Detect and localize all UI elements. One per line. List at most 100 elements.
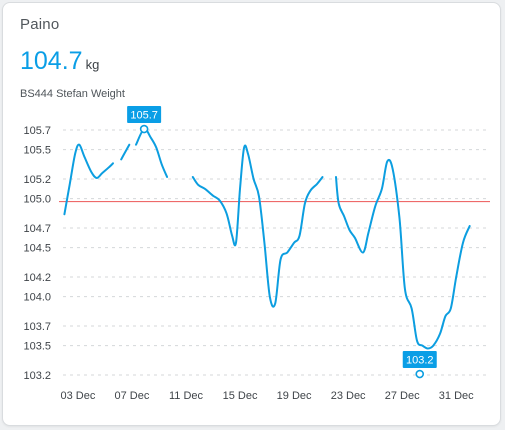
entity-name: BS444 Stefan Weight	[20, 88, 125, 100]
data-point[interactable]	[267, 294, 273, 300]
x-tick-label: 23 Dec	[331, 390, 366, 402]
data-point[interactable]	[467, 223, 473, 229]
y-tick-label: 103.5	[23, 341, 51, 353]
data-point[interactable]	[210, 193, 216, 199]
data-point[interactable]	[76, 142, 82, 148]
min-value-badge	[402, 351, 437, 369]
data-point[interactable]	[307, 188, 313, 194]
series-line-segment	[335, 158, 471, 350]
data-point[interactable]	[133, 142, 139, 148]
data-point[interactable]	[202, 186, 208, 192]
max-point-marker	[139, 124, 149, 134]
x-tick-label: 27 Dec	[385, 390, 420, 402]
data-point[interactable]	[396, 215, 402, 221]
y-tick-label: 104.2	[23, 272, 51, 284]
data-point[interactable]	[425, 346, 431, 352]
data-point[interactable]	[164, 174, 170, 180]
data-point[interactable]	[261, 240, 267, 246]
chart-grid	[63, 129, 490, 376]
current-value[interactable]: 104.7 kg	[20, 47, 99, 76]
data-point[interactable]	[430, 343, 436, 349]
data-point[interactable]	[284, 250, 290, 256]
x-tick-label: 19 Dec	[277, 390, 312, 402]
data-point[interactable]	[419, 343, 425, 349]
data-point[interactable]	[61, 211, 67, 217]
data-point[interactable]	[402, 286, 408, 292]
card-title: Paino	[20, 16, 60, 33]
data-point[interactable]	[442, 313, 448, 319]
x-tick-label: 11 Dec	[169, 390, 204, 402]
data-point[interactable]	[346, 227, 352, 233]
data-point[interactable]	[272, 300, 278, 306]
data-points[interactable]	[61, 126, 472, 352]
data-point[interactable]	[233, 240, 239, 246]
data-point[interactable]	[409, 305, 415, 311]
data-point[interactable]	[72, 151, 78, 157]
data-point[interactable]	[365, 230, 371, 236]
data-point[interactable]	[314, 181, 320, 187]
y-tick-label: 105.7	[23, 125, 51, 137]
data-point[interactable]	[352, 235, 358, 241]
data-point[interactable]	[341, 213, 347, 219]
data-point[interactable]	[453, 274, 459, 280]
value-number: 104.7	[20, 47, 83, 75]
y-axis-labels: 105.7 105.5 105.2 105.0 104.7 104.5 104.2 104.0…	[23, 125, 51, 382]
data-point[interactable]	[118, 156, 124, 162]
data-point[interactable]	[88, 169, 94, 175]
data-point[interactable]	[153, 145, 159, 151]
data-point[interactable]	[384, 158, 390, 164]
x-tick-label: 03 Dec	[60, 390, 95, 402]
series-line-segment	[191, 144, 324, 308]
y-tick-label: 103.2	[23, 370, 51, 382]
data-point[interactable]	[190, 174, 196, 180]
weight-history-chart[interactable]: 105.7 105.5 105.2 105.0 104.7 104.5 104.2 104.0…	[3, 3, 500, 425]
data-point[interactable]	[372, 203, 378, 209]
value-unit: kg	[85, 57, 100, 72]
data-point[interactable]	[99, 170, 105, 176]
data-point[interactable]	[448, 305, 454, 311]
data-point[interactable]	[251, 176, 257, 182]
data-point[interactable]	[333, 174, 339, 180]
data-point[interactable]	[237, 186, 243, 192]
data-point[interactable]	[336, 201, 342, 207]
y-tick-label: 105.2	[23, 174, 51, 186]
data-point[interactable]	[460, 240, 466, 246]
data-point[interactable]	[126, 142, 132, 148]
series-line-segment	[120, 143, 131, 161]
data-point[interactable]	[195, 182, 201, 188]
min-point-marker	[415, 369, 425, 379]
x-tick-label: 31 Dec	[439, 390, 474, 402]
data-point[interactable]	[278, 256, 284, 262]
data-point[interactable]	[302, 201, 308, 207]
data-point[interactable]	[159, 161, 165, 167]
data-point[interactable]	[291, 240, 297, 246]
data-point[interactable]	[241, 145, 247, 151]
data-point[interactable]	[110, 160, 116, 166]
data-point[interactable]	[217, 198, 223, 204]
data-point[interactable]	[82, 154, 88, 160]
data-point[interactable]	[245, 152, 251, 158]
data-point[interactable]	[296, 233, 302, 239]
data-point[interactable]	[360, 250, 366, 256]
x-tick-label: 07 Dec	[115, 390, 150, 402]
data-point[interactable]	[67, 181, 73, 187]
data-point[interactable]	[94, 175, 100, 181]
data-point[interactable]	[229, 232, 235, 238]
y-tick-label: 105.5	[23, 145, 51, 157]
min-value-label: 103.2	[406, 355, 434, 367]
data-point[interactable]	[224, 210, 230, 216]
weight-card[interactable]: Paino 104.7 kg BS444 Stefan Weight 105.7…	[2, 2, 501, 426]
data-point[interactable]	[379, 186, 385, 192]
y-tick-label: 103.7	[23, 321, 51, 333]
x-axis-labels: 03 Dec 07 Dec 11 Dec 15 Dec 19 Dec 23 Dec 27 D…	[60, 390, 474, 402]
series-lines	[63, 127, 471, 350]
series-line-segment	[63, 143, 114, 216]
data-point[interactable]	[437, 331, 443, 337]
data-point[interactable]	[256, 194, 262, 200]
data-point[interactable]	[148, 135, 154, 141]
x-tick-label: 15 Dec	[223, 390, 258, 402]
data-point[interactable]	[390, 166, 396, 172]
data-point[interactable]	[414, 338, 420, 344]
data-point[interactable]	[319, 174, 325, 180]
value-annotations: 105.7 103.2	[127, 106, 437, 379]
